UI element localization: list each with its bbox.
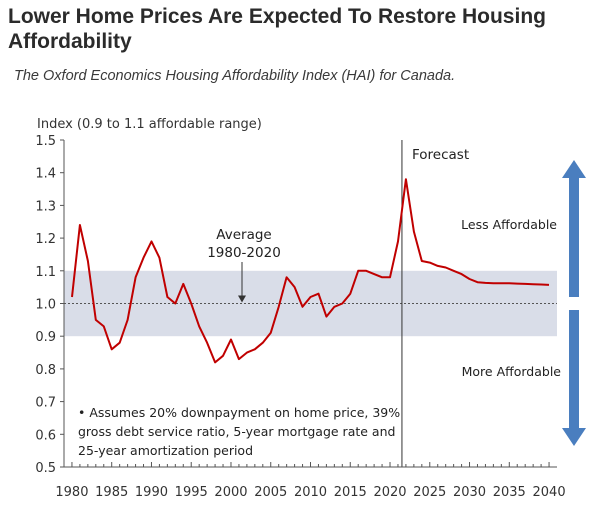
y-tick-label: 1.0 [35, 298, 56, 313]
y-tick-label: 0.7 [35, 396, 56, 411]
less-affordable-arrow [562, 160, 586, 297]
x-tick-label: 1980 [55, 485, 88, 500]
y-tick-label: 1.1 [35, 265, 56, 280]
more-affordable-arrow [562, 310, 586, 446]
y-tick-label: 1.2 [35, 232, 56, 247]
x-tick-label: 1985 [95, 485, 128, 500]
y-axis-label: Index (0.9 to 1.1 affordable range) [37, 117, 262, 132]
y-tick-label: 0.8 [35, 363, 56, 378]
x-tick-label: 2020 [373, 485, 406, 500]
y-tick-label: 1.4 [35, 167, 56, 182]
y-tick-label: 0.9 [35, 330, 56, 345]
x-tick-label: 1995 [175, 485, 208, 500]
assumption-note-line1: • Assumes 20% downpayment on home price,… [78, 405, 400, 420]
x-tick-label: 2010 [294, 485, 327, 500]
more-affordable-label: More Affordable [462, 364, 562, 379]
y-tick-label: 1.3 [35, 199, 56, 214]
assumption-note-line2: gross debt service ratio, 5-year mortgag… [78, 424, 395, 439]
page-title: Lower Home Prices Are Expected To Restor… [8, 5, 546, 53]
x-tick-label: 2035 [493, 485, 526, 500]
average-label-line1: Average [216, 227, 271, 243]
average-label-line2: 1980-2020 [207, 245, 281, 261]
assumption-note-line3: 25-year amortization period [78, 443, 253, 458]
y-tick-label: 1.5 [35, 134, 56, 149]
less-affordable-label: Less Affordable [461, 217, 557, 232]
page-subtitle: The Oxford Economics Housing Affordabili… [14, 68, 456, 84]
x-ticks: 1980 1985 1990 1995 2000 2005 2010 2015 2020 2025… [55, 462, 566, 500]
hai-series-line [71, 178, 550, 364]
x-tick-label: 2030 [453, 485, 486, 500]
x-tick-label: 2040 [533, 485, 566, 500]
x-tick-label: 2025 [413, 485, 446, 500]
y-tick-label: 0.5 [35, 461, 56, 476]
y-tick-label: 0.6 [35, 428, 56, 443]
x-tick-label: 2015 [334, 485, 367, 500]
y-ticks: 0.5 0.6 0.7 0.8 0.9 1.0 1.1 1.2 1.3 1.4 1.5 [35, 134, 64, 476]
x-tick-label: 1990 [135, 485, 168, 500]
average-arrow-head [238, 295, 246, 303]
grid-group [64, 140, 557, 467]
forecast-label: Forecast [412, 147, 469, 163]
annotations: Forecast Average 1980-2020 Less Affordab… [78, 147, 561, 458]
x-tick-label: 2000 [214, 485, 247, 500]
series-group [71, 178, 550, 364]
x-tick-label: 2005 [254, 485, 287, 500]
